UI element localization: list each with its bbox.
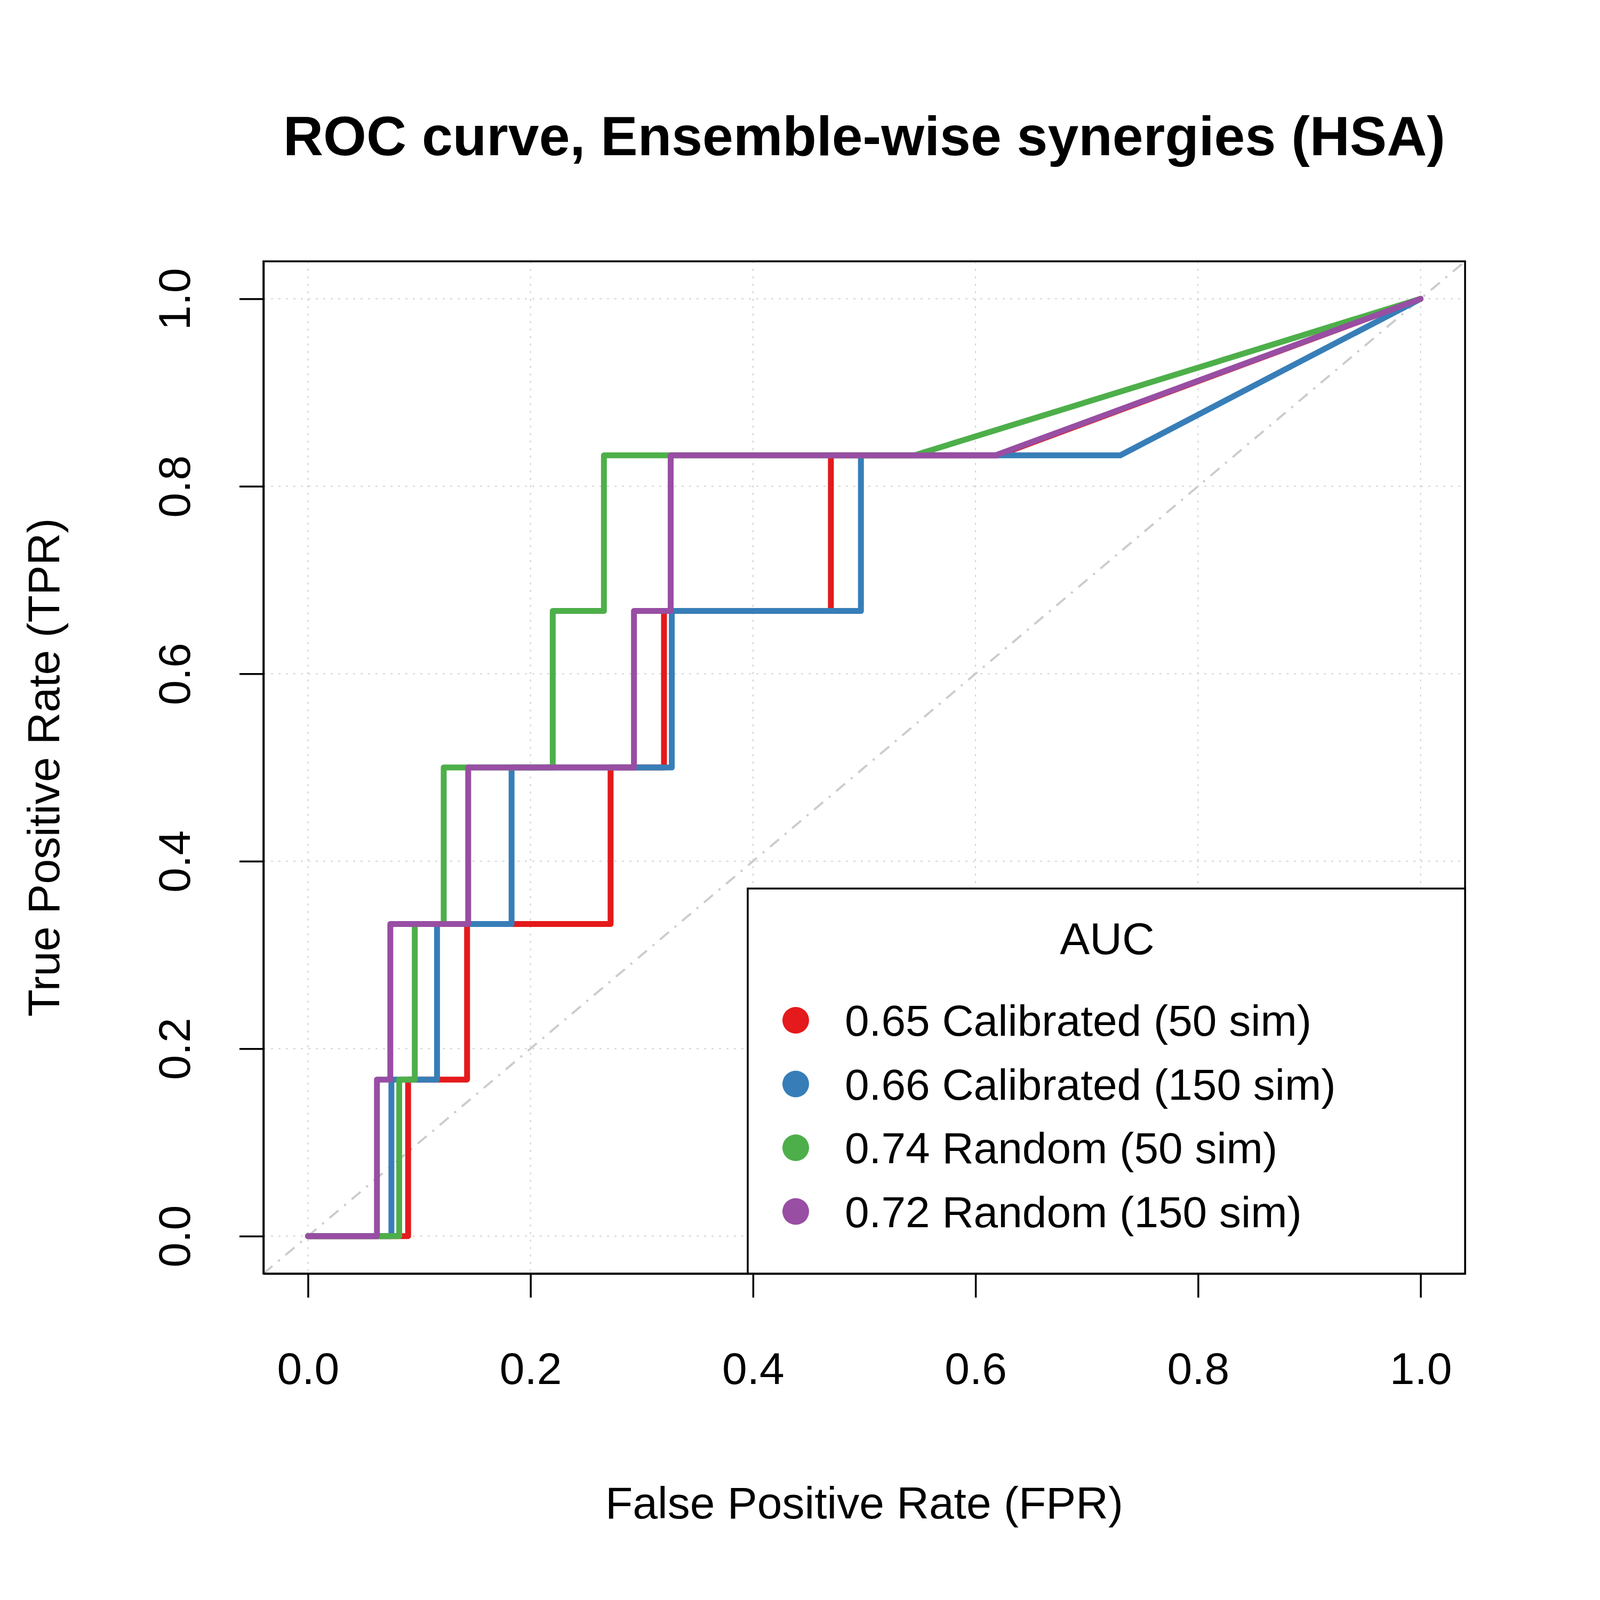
chart: 0.0 0.2 0.4 0.6 0.8 1.0 0.0 0.2 0.4 0.6 0.8 1.0 ROC …	[0, 0, 1600, 1600]
tick-mark	[239, 1235, 264, 1238]
tick-label: 1.0	[149, 267, 200, 331]
tick-label: 0.6	[944, 1343, 1007, 1394]
roc-line	[307, 298, 1421, 1236]
tick-mark	[239, 298, 264, 301]
tick-label: 0.2	[149, 1017, 200, 1080]
legend-label: 0.74 Random (50 sim)	[844, 1123, 1278, 1173]
x-axis: 0.0 0.2 0.4 0.6 0.8 1.0	[264, 1273, 1466, 1394]
tick: 0.4	[722, 1273, 785, 1394]
x-axis-title: False Positive Rate (FPR)	[605, 1477, 1124, 1528]
tick-mark	[752, 1273, 755, 1298]
grid-line	[263, 485, 1466, 487]
tick: 0.0	[277, 1273, 340, 1394]
y-axis-title: True Positive Rate (TPR)	[18, 517, 69, 1017]
legend-swatch	[782, 1070, 810, 1098]
tick-label: 1.0	[1389, 1343, 1453, 1394]
grid	[263, 261, 1466, 1274]
tick-mark	[239, 673, 264, 676]
tick-mark	[307, 1273, 310, 1298]
tick: 0.8	[1166, 1273, 1230, 1394]
legend-swatch	[782, 1006, 810, 1034]
grid-line	[307, 261, 309, 1274]
legend-swatch	[782, 1198, 810, 1226]
legend-label: 0.72 Random (150 sim)	[844, 1187, 1302, 1237]
tick-mark	[529, 1273, 532, 1298]
tick-label: 0.4	[149, 830, 200, 893]
tick-label: 0.6	[149, 642, 200, 706]
tick-label: 0.8	[1166, 1343, 1230, 1394]
legend-box	[747, 888, 1466, 1274]
tick-label: 0.0	[149, 1205, 200, 1268]
legend-swatch	[782, 1134, 810, 1162]
tick: 0.6	[149, 642, 264, 706]
plot-area	[263, 261, 1466, 1274]
tick-label: 0.0	[277, 1343, 340, 1394]
reference-diagonal	[263, 261, 1466, 1274]
roc-line	[307, 298, 1421, 1236]
grid-line	[263, 298, 1466, 300]
legend: AUC 0.65 Calibrated (50 sim) 0.66 Calibrat…	[747, 888, 1466, 1274]
y-axis: 0.0 0.2 0.4 0.6 0.8 1.0	[149, 261, 264, 1275]
plot-frame	[263, 261, 1466, 1274]
tick-mark	[1197, 1273, 1200, 1298]
roc-line	[307, 298, 1421, 1236]
tick: 0.4	[149, 830, 264, 893]
legend-title: AUC	[1059, 913, 1155, 964]
tick: 0.2	[149, 1017, 264, 1080]
tick-mark	[1419, 1273, 1422, 1298]
axis-line	[262, 261, 266, 1275]
tick: 0.8	[149, 455, 264, 518]
tick: 0.6	[944, 1273, 1007, 1394]
tick-label: 0.4	[722, 1343, 785, 1394]
chart-title: ROC curve, Ensemble-wise synergies (HSA)	[283, 105, 1446, 167]
tick-mark	[239, 860, 264, 863]
tick-label: 0.2	[499, 1343, 563, 1394]
grid-line	[263, 673, 1466, 675]
tick: 1.0	[149, 267, 264, 331]
tick: 1.0	[1389, 1273, 1453, 1394]
roc-line	[307, 298, 1421, 1236]
tick: 0.0	[149, 1205, 264, 1268]
legend-label: 0.65 Calibrated (50 sim)	[844, 996, 1312, 1045]
tick: 0.2	[499, 1273, 563, 1394]
tick-mark	[239, 485, 264, 488]
tick-label: 0.8	[149, 455, 200, 518]
tick-mark	[239, 1048, 264, 1051]
tick-mark	[974, 1273, 978, 1298]
legend-label: 0.66 Calibrated (150 sim)	[844, 1060, 1336, 1109]
